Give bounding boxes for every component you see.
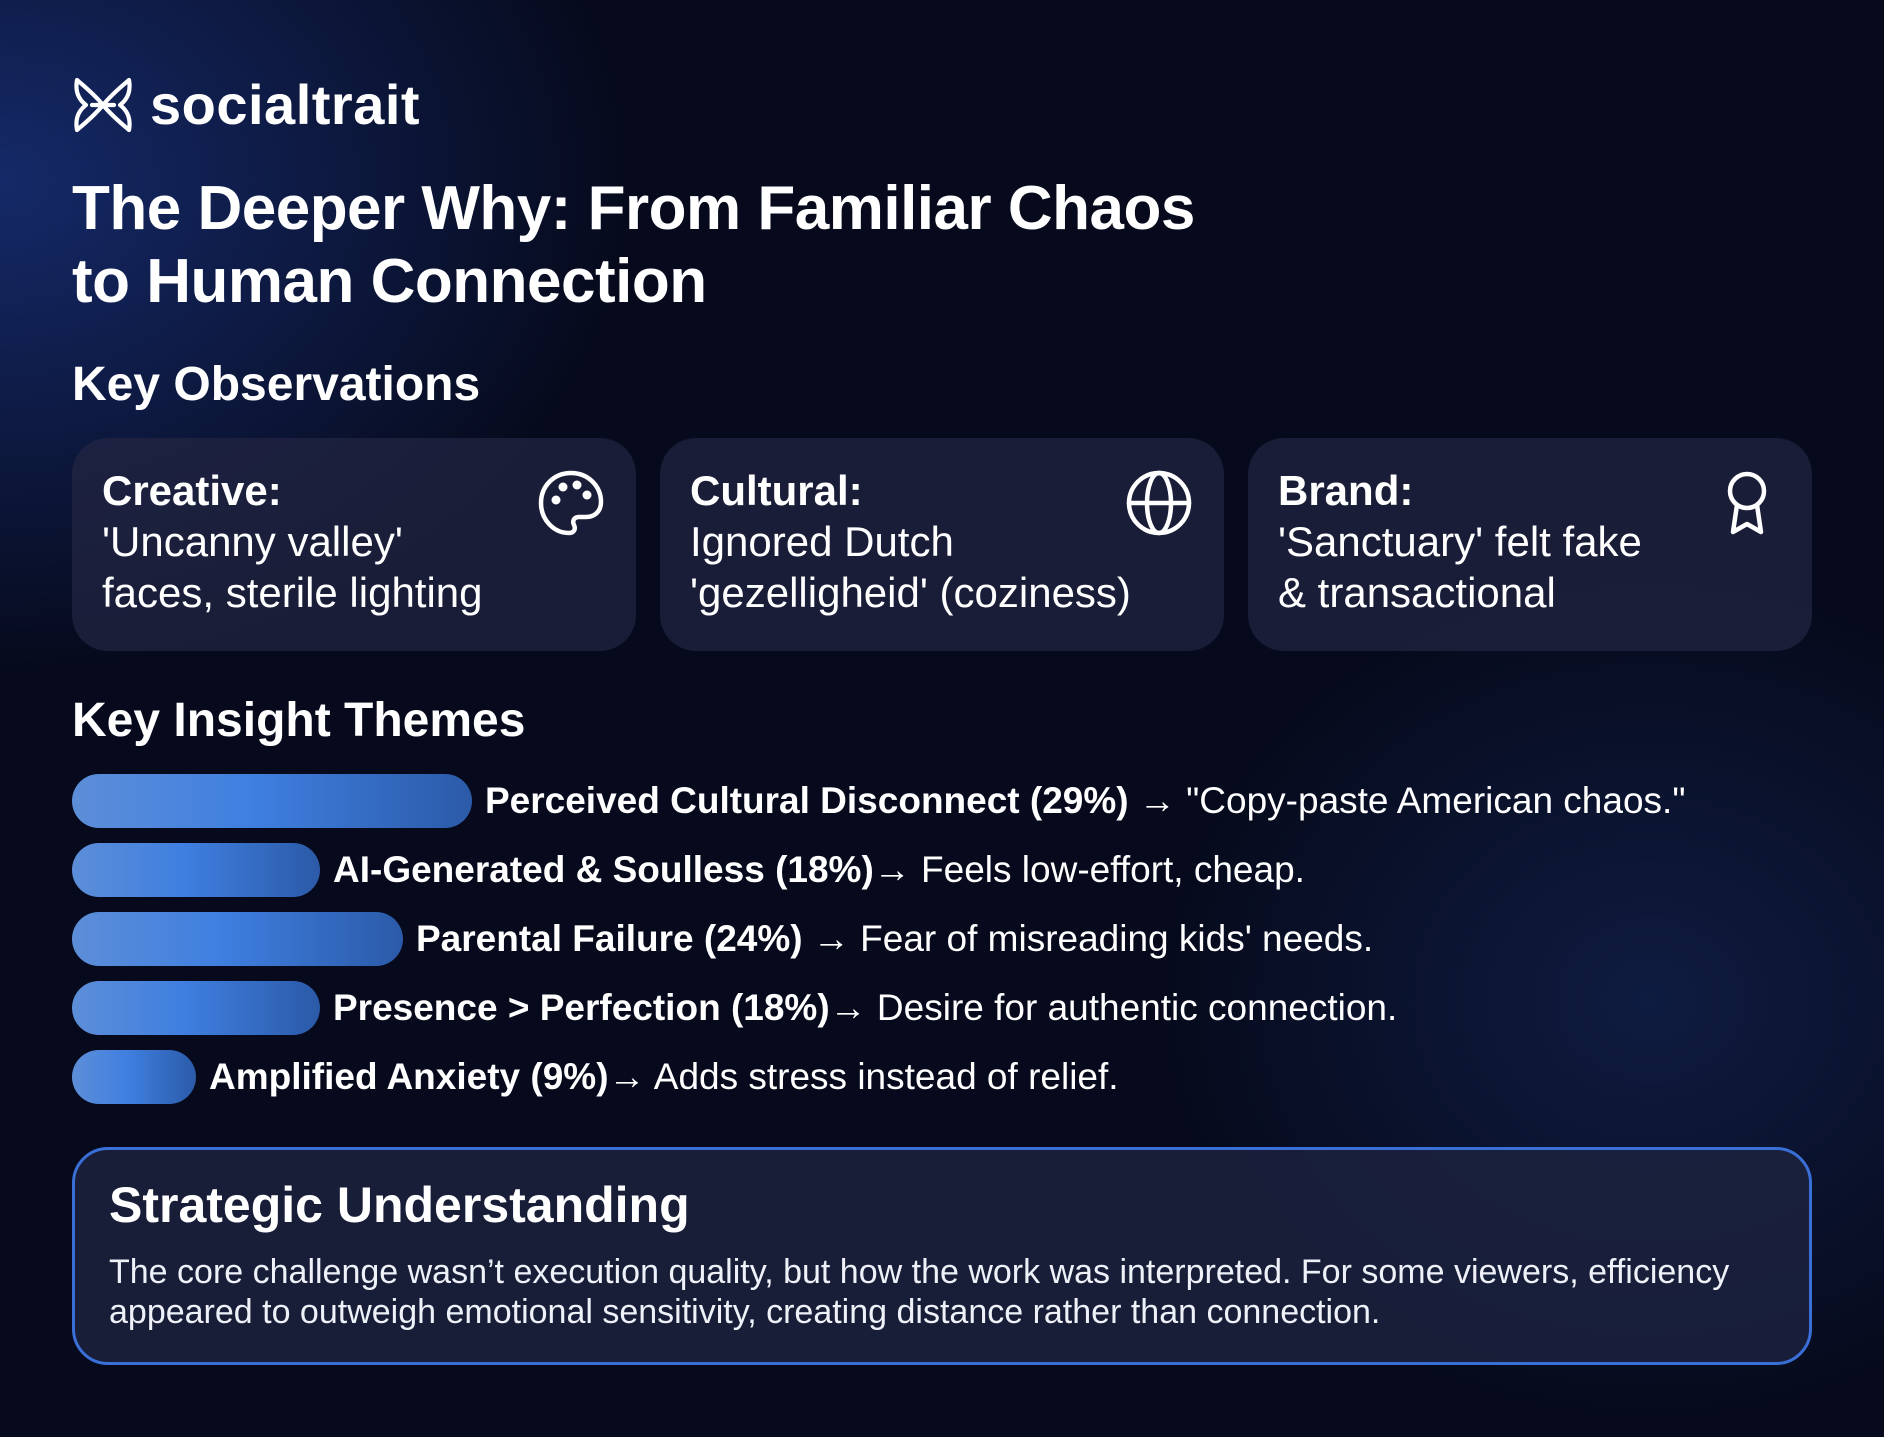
- strategy-title: Strategic Understanding: [109, 1177, 690, 1233]
- theme-bar: [72, 912, 403, 966]
- page-title-line-1: The Deeper Why: From Familiar Chaos: [72, 174, 1195, 243]
- theme-text: Parental Failure (24%) → Fear of misread…: [416, 912, 1373, 966]
- theme-row: Presence > Perfection (18%)→ Desire for …: [72, 981, 1397, 1035]
- card-text-line-1: 'Sanctuary' felt fake: [1278, 518, 1642, 565]
- theme-text: Amplified Anxiety (9%)→ Adds stress inst…: [209, 1050, 1119, 1104]
- theme-bar: [72, 843, 320, 897]
- theme-row: Parental Failure (24%) → Fear of misread…: [72, 912, 1373, 966]
- observation-card-cultural: Cultural: Ignored Dutch 'gezelligheid' (…: [660, 438, 1224, 651]
- card-text: 'Sanctuary' felt fake & transactional: [1278, 516, 1728, 618]
- card-text: 'Uncanny valley' faces, sterile lighting: [102, 516, 552, 618]
- observation-card-brand: Brand: 'Sanctuary' felt fake & transacti…: [1248, 438, 1812, 651]
- theme-row: Perceived Cultural Disconnect (29%) → "C…: [72, 774, 1685, 828]
- theme-text: Perceived Cultural Disconnect (29%) → "C…: [485, 774, 1685, 828]
- award-ribbon-icon: [1712, 468, 1782, 538]
- theme-desc: → "Copy-paste American chaos.": [1128, 780, 1686, 821]
- theme-row: AI-Generated & Soulless (18%)→ Feels low…: [72, 843, 1305, 897]
- theme-desc: → Fear of misreading kids' needs.: [802, 918, 1374, 959]
- theme-bar: [72, 1050, 196, 1104]
- brand: socialtrait: [72, 74, 420, 136]
- card-label: Brand:: [1278, 467, 1414, 514]
- theme-row: Amplified Anxiety (9%)→ Adds stress inst…: [72, 1050, 1119, 1104]
- butterfly-knot-logo-icon: [74, 77, 132, 133]
- card-text-line-1: 'Uncanny valley': [102, 518, 403, 565]
- observations-heading: Key Observations: [72, 358, 481, 411]
- theme-text: AI-Generated & Soulless (18%)→ Feels low…: [333, 843, 1305, 897]
- card-text-line-2: & transactional: [1278, 569, 1556, 616]
- observation-card-creative: Creative: 'Uncanny valley' faces, steril…: [72, 438, 636, 651]
- theme-desc: → Feels low-effort, cheap.: [873, 849, 1305, 890]
- theme-name: Perceived Cultural Disconnect (29%): [485, 780, 1129, 821]
- observation-cards: Creative: 'Uncanny valley' faces, steril…: [72, 438, 1812, 651]
- page-title-line-2: to Human Connection: [72, 247, 707, 316]
- theme-name: Presence > Perfection (18%): [333, 987, 830, 1028]
- palette-icon: [536, 468, 606, 538]
- card-text-line-2: 'gezelligheid' (coziness): [690, 569, 1131, 616]
- theme-name: Amplified Anxiety (9%): [209, 1056, 609, 1097]
- strategic-understanding-box: Strategic Understanding The core challen…: [72, 1147, 1812, 1365]
- page-title: The Deeper Why: From Familiar Chaos to H…: [72, 172, 1372, 318]
- themes-heading: Key Insight Themes: [72, 694, 526, 747]
- theme-bar: [72, 981, 320, 1035]
- card-label: Creative:: [102, 467, 282, 514]
- theme-text: Presence > Perfection (18%)→ Desire for …: [333, 981, 1397, 1035]
- theme-desc: → Adds stress instead of relief.: [608, 1056, 1119, 1097]
- brand-name: socialtrait: [150, 73, 421, 136]
- card-text-line-1: Ignored Dutch: [690, 518, 954, 565]
- card-text: Ignored Dutch 'gezelligheid' (coziness): [690, 516, 1140, 618]
- theme-desc: → Desire for authentic connection.: [829, 987, 1398, 1028]
- theme-name: AI-Generated & Soulless (18%): [333, 849, 874, 890]
- theme-name: Parental Failure (24%): [416, 918, 803, 959]
- globe-icon: [1124, 468, 1194, 538]
- card-text-line-2: faces, sterile lighting: [102, 569, 483, 616]
- strategy-body: The core challenge wasn’t execution qual…: [109, 1253, 1730, 1331]
- theme-bar: [72, 774, 472, 828]
- card-label: Cultural:: [690, 467, 863, 514]
